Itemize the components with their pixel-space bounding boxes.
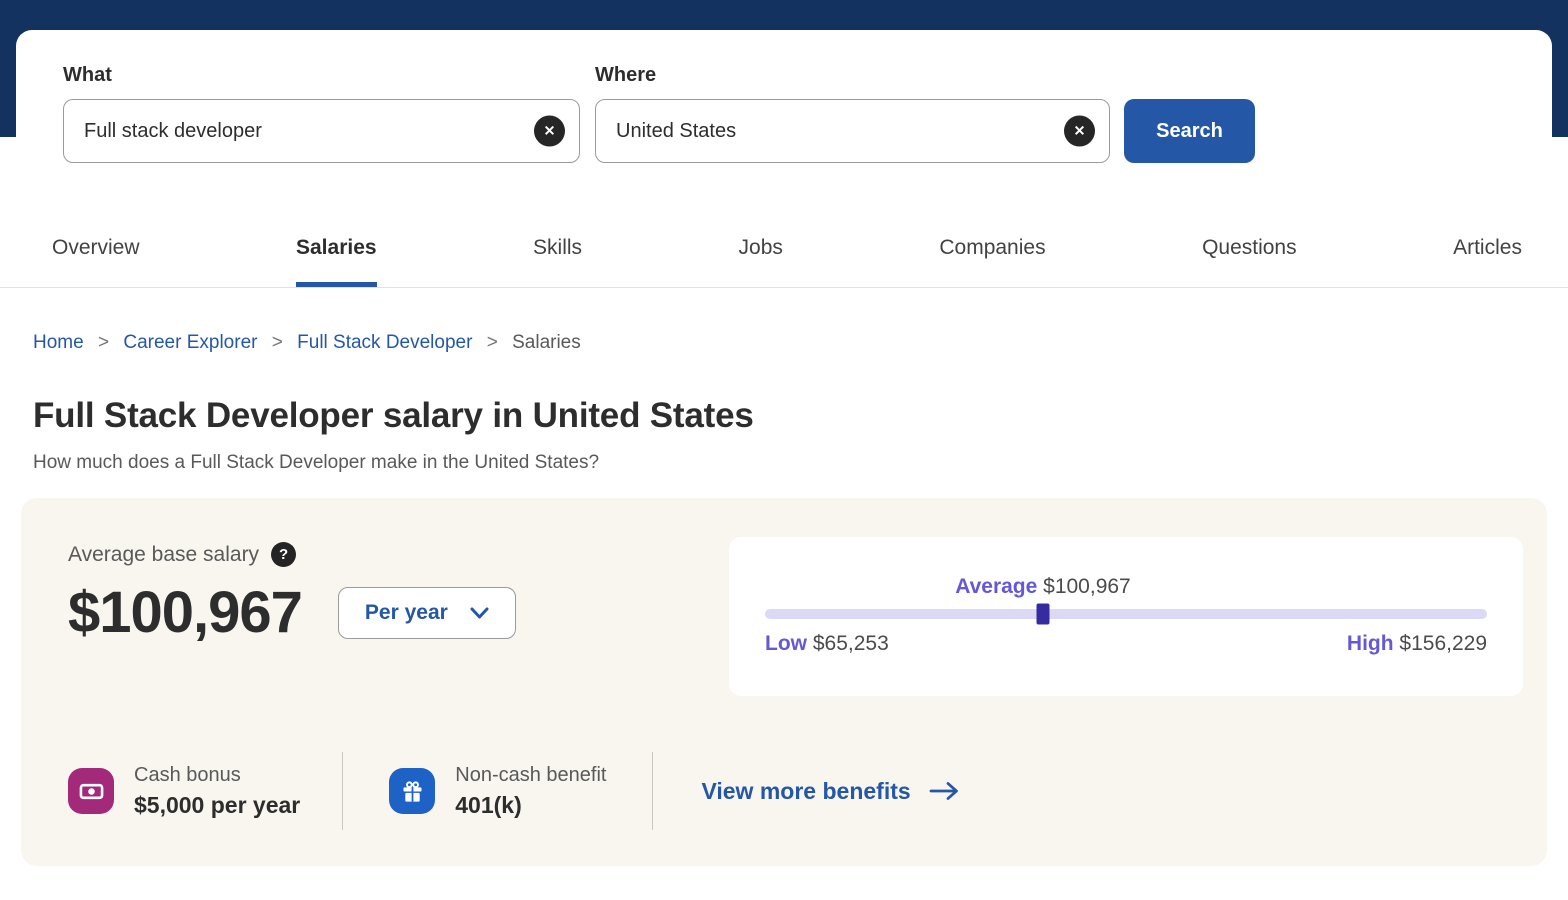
cash-bonus-label: Cash bonus [134, 763, 241, 786]
tab-articles[interactable]: Articles [1453, 236, 1522, 259]
salary-range-body: Average $100,967 Low $65,253 High $156,2… [765, 575, 1487, 656]
search-panel: What ✕ Where ✕ Search [16, 30, 1552, 200]
breadcrumb-full-stack-developer[interactable]: Full Stack Developer [297, 332, 473, 353]
pay-period-dropdown[interactable]: Per year [337, 586, 516, 639]
breadcrumb-separator: > [486, 332, 498, 353]
view-more-benefits-link[interactable]: View more benefits [701, 778, 959, 805]
range-low: Low $65,253 [765, 632, 889, 656]
non-cash-benefit-label: Non-cash benefit [455, 763, 607, 786]
cash-bonus-value: $5,000 per year [134, 791, 301, 818]
page-title: Full Stack Developer salary in United St… [33, 396, 754, 435]
tab-skills[interactable]: Skills [533, 236, 583, 259]
section-tabs: Overview Salaries Skills Jobs Companies … [0, 236, 1568, 288]
tab-jobs[interactable]: Jobs [738, 236, 783, 259]
range-average-value: $100,967 [1043, 575, 1131, 598]
average-salary-card: Average base salary ? $100,967 Per year … [21, 498, 1547, 866]
non-cash-benefit-text: Non-cash benefit 401(k) [455, 764, 606, 819]
tab-salaries[interactable]: Salaries [296, 236, 377, 287]
divider [342, 752, 344, 830]
tab-overview[interactable]: Overview [52, 236, 140, 259]
page-subtitle: How much does a Full Stack Developer mak… [33, 452, 600, 473]
salary-range-track [765, 603, 1487, 625]
non-cash-benefit-item: Non-cash benefit 401(k) [389, 764, 606, 819]
average-base-salary-label: Average base salary [68, 542, 260, 566]
view-more-benefits-label: View more benefits [701, 777, 911, 804]
salary-range-marker [1036, 603, 1050, 625]
range-low-high-row: Low $65,253 High $156,229 [765, 632, 1487, 656]
breadcrumb: Home > Career Explorer > Full Stack Deve… [33, 332, 1568, 354]
average-base-salary-row: Average base salary ? [68, 542, 1500, 567]
salary-range-card: Average $100,967 Low $65,253 High $156,2… [729, 537, 1523, 696]
cash-bonus-text: Cash bonus $5,000 per year [134, 764, 300, 819]
breadcrumb-home[interactable]: Home [33, 332, 84, 353]
breadcrumb-career-explorer[interactable]: Career Explorer [123, 332, 258, 353]
average-salary-amount: $100,967 [68, 580, 303, 645]
range-low-value: $65,253 [812, 632, 889, 655]
search-button[interactable]: Search [1124, 99, 1255, 163]
tab-companies[interactable]: Companies [939, 236, 1046, 259]
where-field-group: Where ✕ [595, 64, 1110, 163]
help-icon[interactable]: ? [271, 542, 297, 567]
chevron-down-icon [470, 607, 489, 618]
range-high-word: High [1346, 632, 1394, 655]
breadcrumb-separator: > [97, 332, 110, 353]
header-navy-bar: What ✕ Where ✕ Search [0, 0, 1568, 200]
non-cash-benefit-value: 401(k) [455, 791, 522, 818]
range-high-value: $156,229 [1399, 632, 1487, 655]
salary-amount-row: $100,967 Per year [68, 579, 1500, 646]
where-input[interactable] [595, 99, 1110, 163]
cash-icon [68, 768, 114, 814]
breadcrumb-separator: > [271, 332, 283, 353]
what-field-group: What ✕ [63, 64, 580, 163]
where-field-wrap: ✕ [595, 99, 1110, 163]
divider [652, 752, 654, 830]
range-high: High $156,229 [1347, 632, 1487, 656]
range-average-word: Average [955, 575, 1038, 598]
breadcrumb-salaries: Salaries [512, 332, 581, 353]
what-field-wrap: ✕ [63, 99, 580, 163]
pay-period-value: Per year [364, 600, 448, 624]
clear-where-icon[interactable]: ✕ [1064, 115, 1095, 147]
range-low-word: Low [765, 632, 807, 655]
what-label: What [63, 64, 112, 86]
clear-what-icon[interactable]: ✕ [534, 115, 565, 147]
gift-icon [389, 768, 436, 814]
where-label: Where [595, 64, 657, 86]
tab-questions[interactable]: Questions [1202, 236, 1297, 259]
range-average-label: Average $100,967 [955, 575, 1131, 599]
what-input[interactable] [63, 99, 580, 163]
arrow-right-icon [929, 782, 958, 800]
benefits-row: Cash bonus $5,000 per year Non-cash bene… [68, 752, 1500, 830]
search-form: What ✕ Where ✕ Search [63, 64, 1505, 163]
cash-bonus-item: Cash bonus $5,000 per year [68, 764, 300, 819]
